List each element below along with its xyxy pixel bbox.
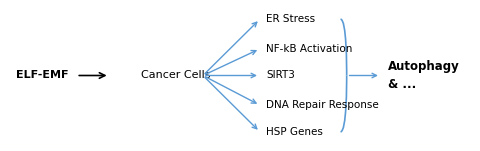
Text: ELF-EMF: ELF-EMF xyxy=(16,71,68,80)
Text: SIRT3: SIRT3 xyxy=(266,71,295,80)
Text: HSP Genes: HSP Genes xyxy=(266,127,323,137)
Text: NF-kB Activation: NF-kB Activation xyxy=(266,44,352,54)
Text: ER Stress: ER Stress xyxy=(266,14,315,24)
Text: Autophagy
& ...: Autophagy & ... xyxy=(388,60,460,91)
Text: DNA Repair Response: DNA Repair Response xyxy=(266,100,379,110)
Text: Cancer Cells: Cancer Cells xyxy=(141,71,211,80)
